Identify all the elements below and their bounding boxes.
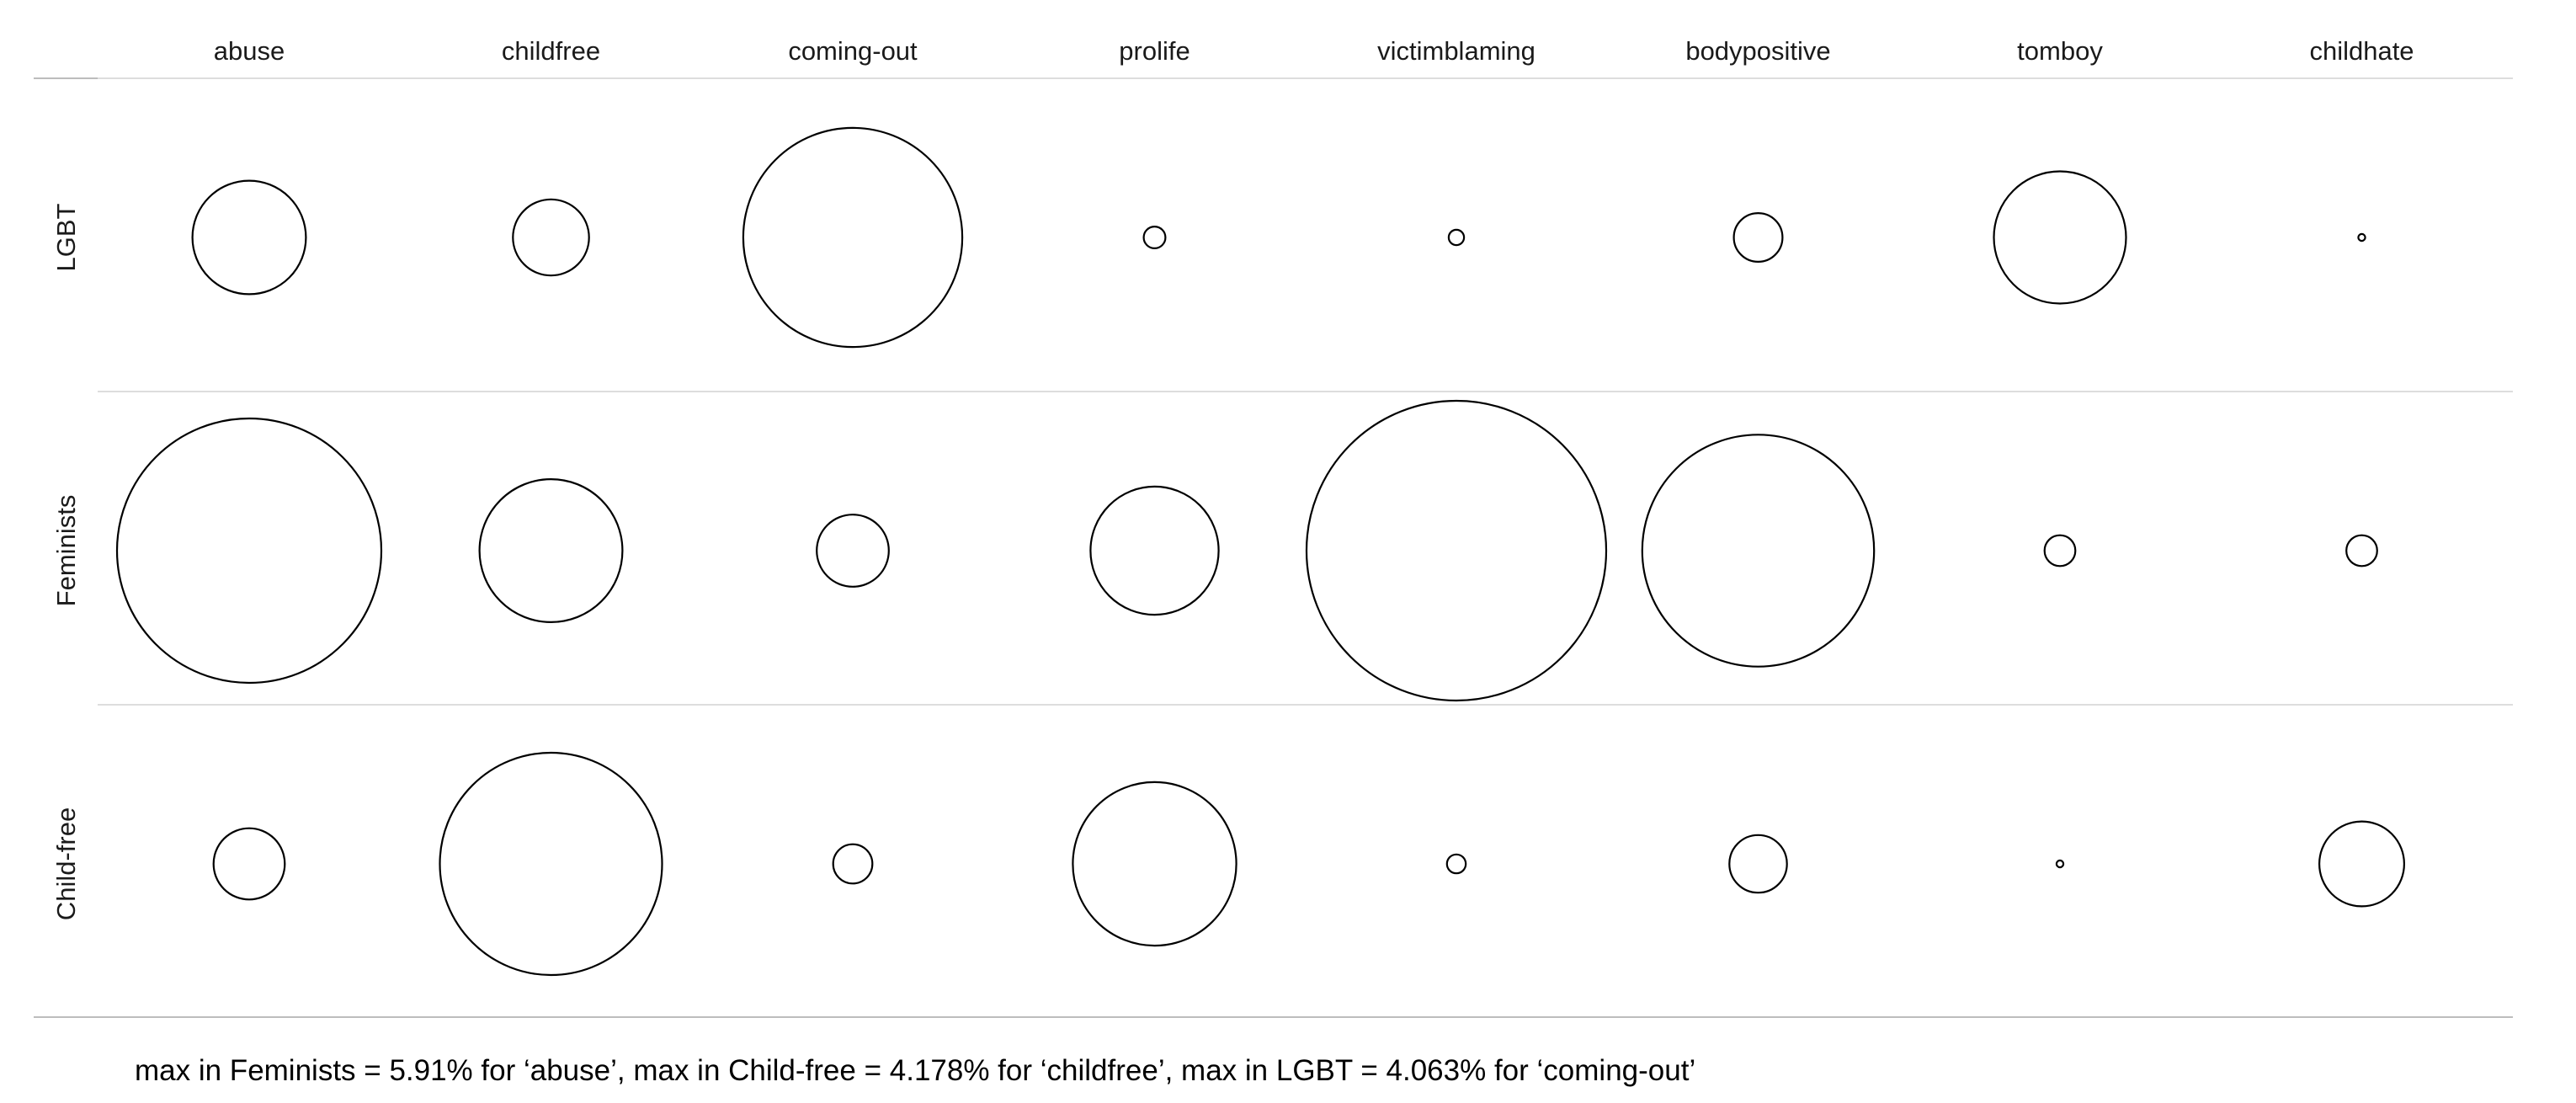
bubble-child-free-bodypositive [1728, 834, 1788, 894]
row-label: Child-free [51, 807, 81, 920]
bubble-feminists-abuse [115, 417, 383, 685]
bubble-child-free-prolife [1072, 781, 1237, 947]
bubble-child-free-childhate [2318, 820, 2406, 908]
row-labels: LGBT Feminists Child-free [51, 203, 81, 920]
column-label: victimblaming [1377, 36, 1535, 66]
column-label: childhate [2309, 36, 2414, 66]
bubble-feminists-bodypositive [1641, 434, 1876, 668]
row-label: Feminists [51, 495, 81, 607]
row-label: LGBT [51, 203, 81, 271]
bubble-lgbt-childfree [512, 198, 590, 277]
column-labels: abuse childfree coming-out prolife victimbla… [214, 36, 2414, 66]
column-label: bodypositive [1685, 36, 1830, 66]
column-label: abuse [214, 36, 285, 66]
bubble-feminists-childhate [2345, 534, 2378, 567]
bubble-lgbt-tomboy [1993, 170, 2127, 305]
grid-lines [34, 77, 2513, 1018]
column-label: coming-out [788, 36, 918, 66]
bubble-lgbt-victimblaming [1447, 228, 1466, 247]
bubble-lgbt-abuse [191, 179, 307, 296]
bubble-lgbt-childhate [2357, 232, 2366, 242]
bubble-child-free-childfree [439, 751, 663, 977]
bubble-feminists-victimblaming [1305, 399, 1608, 702]
max-summary-note: max in Feminists = 5.91% for ‘abuse’, ma… [135, 1054, 1695, 1087]
bubbles [115, 126, 2406, 977]
bubble-feminists-tomboy [2043, 534, 2077, 567]
bubble-lgbt-prolife [1142, 226, 1167, 250]
column-label: tomboy [2017, 36, 2103, 66]
bubble-feminists-childfree [478, 477, 624, 623]
bubble-child-free-tomboy [2055, 859, 2065, 869]
bubble-child-free-coming-out [832, 843, 874, 885]
bubble-child-free-abuse [212, 827, 286, 901]
bubble-lgbt-coming-out [742, 126, 964, 349]
bubble-child-free-victimblaming [1445, 853, 1467, 875]
bubble-lgbt-bodypositive [1732, 212, 1784, 264]
bubble-feminists-prolife [1089, 485, 1220, 616]
column-label: prolife [1119, 36, 1190, 66]
bubble-feminists-coming-out [816, 514, 890, 588]
column-label: childfree [502, 36, 600, 66]
